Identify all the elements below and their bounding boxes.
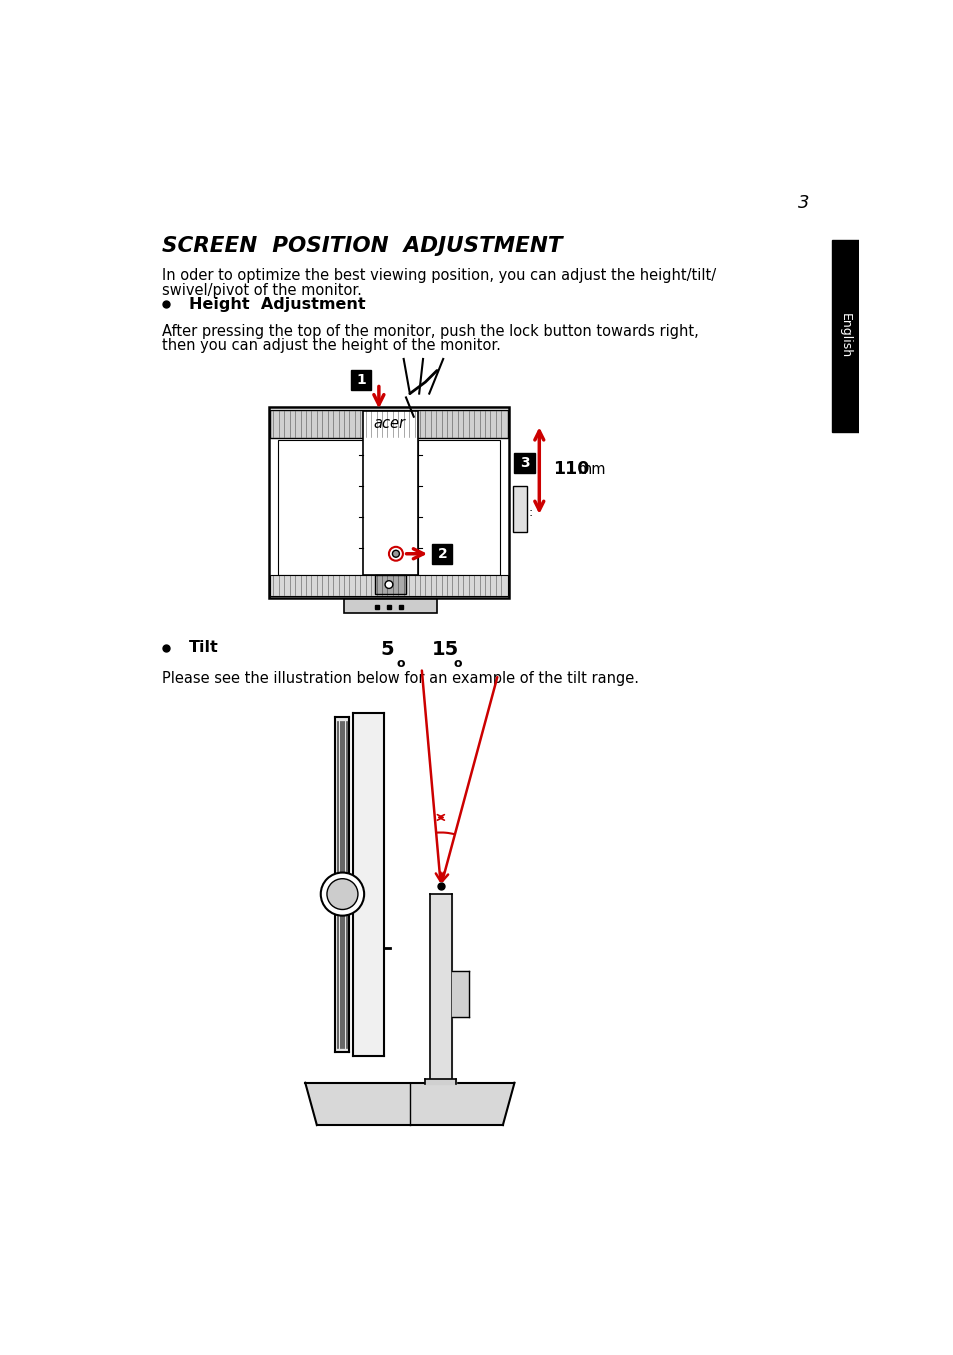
Text: 2: 2 <box>437 547 447 561</box>
Text: SCREEN  POSITION  ADJUSTMENT: SCREEN POSITION ADJUSTMENT <box>162 236 561 256</box>
Polygon shape <box>353 713 383 1056</box>
Text: English: English <box>838 313 851 359</box>
Bar <box>432 543 452 564</box>
Polygon shape <box>452 972 468 1018</box>
Text: After pressing the top of the monitor, push the lock button towards right,: After pressing the top of the monitor, p… <box>162 324 698 339</box>
Text: mm: mm <box>578 462 606 477</box>
Text: swivel/pivot of the monitor.: swivel/pivot of the monitor. <box>162 283 361 298</box>
Bar <box>270 409 507 438</box>
Bar <box>351 370 371 390</box>
Text: Height  Adjustment: Height Adjustment <box>189 297 365 312</box>
Bar <box>514 453 534 473</box>
Text: o: o <box>453 657 461 669</box>
Circle shape <box>389 547 402 561</box>
Bar <box>513 486 526 533</box>
Text: 1: 1 <box>355 373 366 386</box>
Text: Please see the illustration below for an example of the tilt range.: Please see the illustration below for an… <box>162 671 639 686</box>
Text: o: o <box>396 657 405 669</box>
Bar <box>278 440 363 575</box>
Polygon shape <box>305 1083 514 1125</box>
Circle shape <box>385 581 393 588</box>
Bar <box>344 599 436 612</box>
Polygon shape <box>425 1079 456 1084</box>
Bar <box>831 240 858 432</box>
Text: acer: acer <box>373 416 404 431</box>
Bar <box>363 412 417 575</box>
Bar <box>375 575 406 593</box>
Text: 3: 3 <box>797 194 808 211</box>
Text: 15: 15 <box>431 641 458 660</box>
Text: 110: 110 <box>553 461 589 478</box>
Text: then you can adjust the height of the monitor.: then you can adjust the height of the mo… <box>162 339 500 354</box>
Circle shape <box>392 550 399 557</box>
Text: :: : <box>528 507 532 519</box>
Polygon shape <box>430 894 452 1079</box>
Circle shape <box>320 873 364 916</box>
Text: 3: 3 <box>519 455 529 470</box>
Bar <box>270 575 507 596</box>
Text: In oder to optimize the best viewing position, you can adjust the height/tilt/: In oder to optimize the best viewing pos… <box>162 268 716 283</box>
Text: Tilt: Tilt <box>189 640 218 656</box>
Bar <box>269 408 509 598</box>
Polygon shape <box>335 717 348 1051</box>
Bar <box>417 440 499 575</box>
Circle shape <box>327 878 357 909</box>
Text: 5: 5 <box>380 641 394 660</box>
